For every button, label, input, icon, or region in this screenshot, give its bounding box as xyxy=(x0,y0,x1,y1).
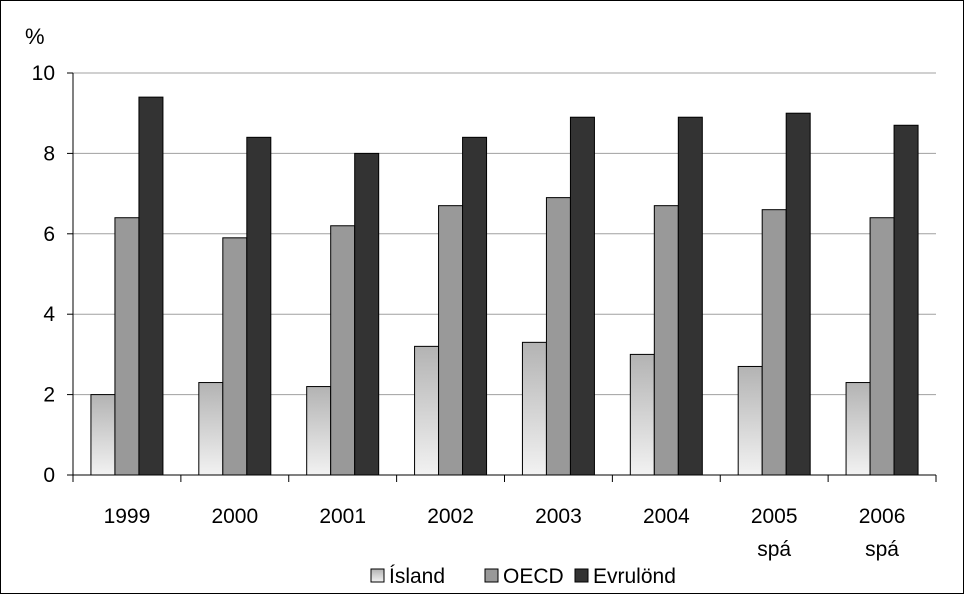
axes xyxy=(67,72,937,482)
bar xyxy=(785,112,811,476)
x-tick-labels: 1999 2000 2001 2002 2003 2004 2005 spá 2006 spá xyxy=(104,505,906,561)
bar xyxy=(330,225,356,476)
legend-swatch xyxy=(484,568,499,583)
bar xyxy=(545,197,571,476)
legend-label: OECD xyxy=(503,565,564,588)
y-tick-label: 2 xyxy=(43,384,55,407)
bar xyxy=(138,96,164,476)
bar xyxy=(438,205,464,476)
bar xyxy=(198,382,224,476)
bar xyxy=(521,341,547,476)
x-tick-sublabel: spá xyxy=(757,538,791,561)
bar xyxy=(569,116,595,476)
x-tick-label: 2004 xyxy=(643,505,690,528)
x-tick-label: 2005 xyxy=(751,505,798,528)
bar xyxy=(893,124,919,476)
y-unit-label: % xyxy=(25,24,45,49)
x-tick-sublabel: spá xyxy=(865,538,899,561)
bar xyxy=(246,136,272,476)
bar xyxy=(306,386,332,476)
bar xyxy=(677,116,703,476)
bar xyxy=(90,394,116,476)
x-tick-label: 2001 xyxy=(319,505,366,528)
y-tick-label: 4 xyxy=(43,303,55,326)
bar xyxy=(222,237,248,476)
bar xyxy=(869,217,895,476)
x-tick-label: 1999 xyxy=(104,505,151,528)
bar xyxy=(737,365,763,476)
x-tick-label: 2003 xyxy=(535,505,582,528)
x-tick-label: 2002 xyxy=(427,505,474,528)
legend-swatch xyxy=(574,568,589,583)
bar xyxy=(354,152,380,476)
y-tick-label: 10 xyxy=(32,62,55,85)
legend-label: Evrulönd xyxy=(593,565,676,588)
bar xyxy=(414,345,440,476)
legend-swatch xyxy=(370,568,385,583)
bars xyxy=(90,96,919,476)
y-tick-labels: 0 2 4 6 8 10 xyxy=(32,62,56,487)
legend: Ísland OECD Evrulönd xyxy=(370,565,676,588)
bar xyxy=(629,353,655,476)
bar xyxy=(761,209,787,476)
bar xyxy=(845,382,871,476)
y-tick-label: 8 xyxy=(43,142,55,165)
y-tick-label: 0 xyxy=(43,464,55,487)
bar xyxy=(462,136,488,476)
y-tick-label: 6 xyxy=(43,223,55,246)
legend-label: Ísland xyxy=(389,565,445,588)
x-tick-label: 2006 xyxy=(859,505,906,528)
x-tick-label: 2000 xyxy=(211,505,258,528)
bar xyxy=(653,205,679,476)
bar xyxy=(114,217,140,476)
